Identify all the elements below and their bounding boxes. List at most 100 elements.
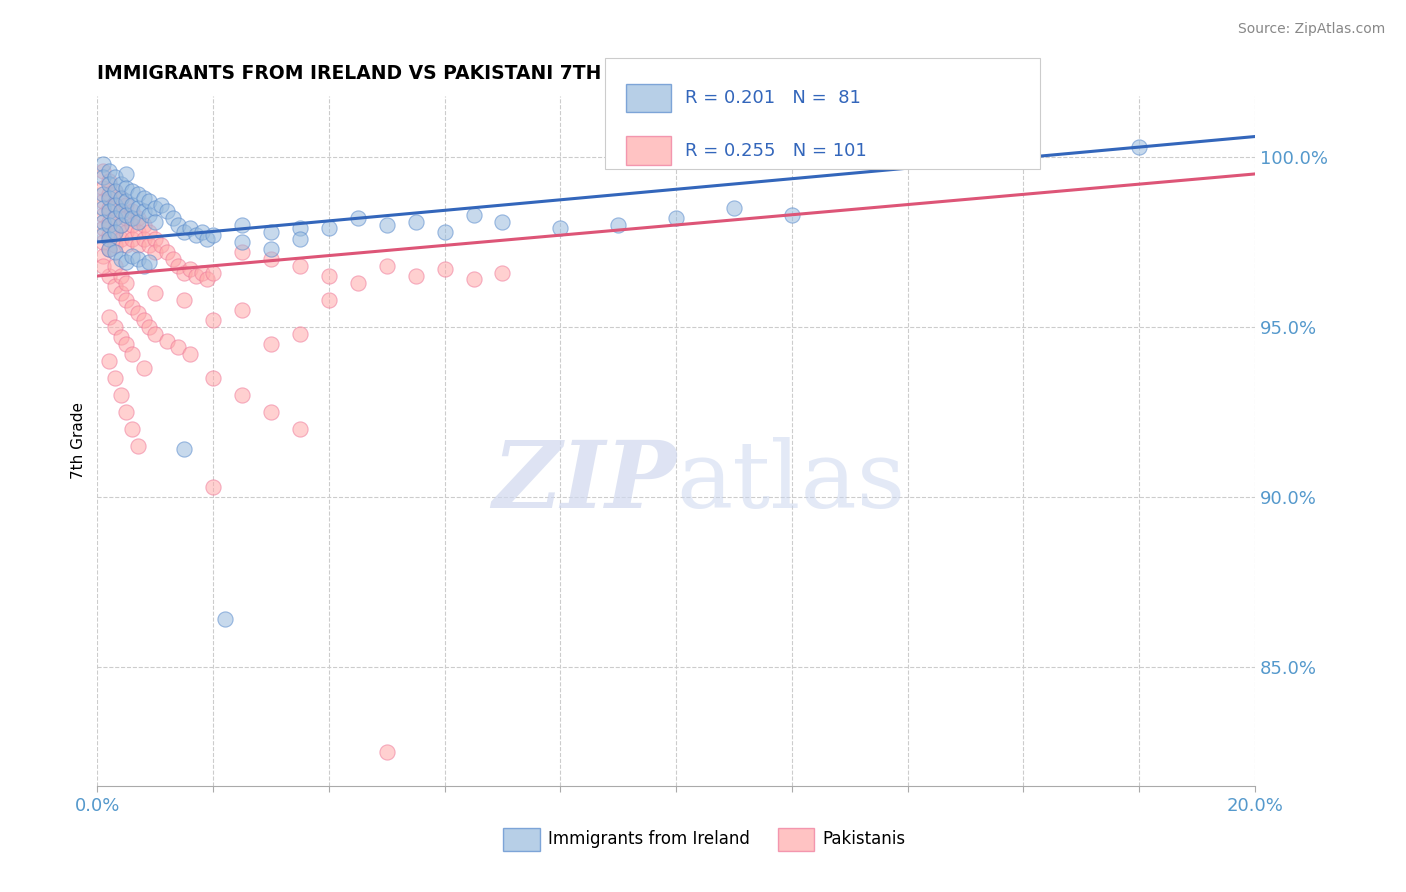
- Point: [231, 218, 253, 232]
- Point: [115, 225, 138, 239]
- Point: [190, 266, 212, 280]
- Point: [115, 293, 138, 307]
- FancyBboxPatch shape: [626, 84, 671, 112]
- Point: [173, 266, 195, 280]
- Point: [127, 187, 149, 202]
- Point: [91, 235, 114, 249]
- Point: [97, 268, 120, 283]
- Point: [97, 191, 120, 205]
- Point: [115, 208, 138, 222]
- Point: [97, 242, 120, 256]
- Point: [167, 340, 190, 354]
- Point: [110, 218, 132, 232]
- Point: [260, 242, 283, 256]
- Point: [318, 293, 340, 307]
- Point: [288, 231, 311, 245]
- Point: [231, 235, 253, 249]
- Point: [91, 259, 114, 273]
- Point: [91, 221, 114, 235]
- FancyBboxPatch shape: [605, 58, 1040, 169]
- Point: [138, 255, 160, 269]
- Point: [110, 268, 132, 283]
- Point: [491, 214, 513, 228]
- Point: [143, 231, 166, 245]
- Point: [127, 306, 149, 320]
- Point: [115, 238, 138, 252]
- Point: [138, 225, 160, 239]
- Point: [231, 388, 253, 402]
- Point: [97, 310, 120, 324]
- Point: [375, 745, 398, 759]
- Text: atlas: atlas: [676, 437, 905, 527]
- Point: [91, 228, 114, 243]
- Point: [184, 268, 207, 283]
- Point: [110, 204, 132, 219]
- Point: [127, 225, 149, 239]
- Point: [260, 337, 283, 351]
- Point: [127, 214, 149, 228]
- Point: [463, 272, 485, 286]
- Point: [110, 231, 132, 245]
- Point: [104, 225, 127, 239]
- Point: [104, 225, 127, 239]
- Point: [97, 214, 120, 228]
- Point: [91, 201, 114, 215]
- Point: [97, 163, 120, 178]
- Point: [202, 228, 225, 243]
- Point: [121, 231, 143, 245]
- Point: [91, 214, 114, 228]
- Point: [346, 211, 368, 226]
- Point: [110, 204, 132, 219]
- Point: [346, 276, 368, 290]
- Point: [91, 180, 114, 194]
- Point: [127, 439, 149, 453]
- Point: [115, 276, 138, 290]
- Text: R = 0.201   N =  81: R = 0.201 N = 81: [685, 89, 860, 107]
- Point: [91, 157, 114, 171]
- Point: [138, 208, 160, 222]
- Point: [195, 272, 218, 286]
- Point: [195, 231, 218, 245]
- Point: [433, 225, 456, 239]
- Point: [121, 211, 143, 226]
- Point: [127, 201, 149, 215]
- Point: [104, 211, 127, 226]
- Point: [260, 405, 283, 419]
- Point: [375, 218, 398, 232]
- Point: [143, 214, 166, 228]
- Point: [121, 184, 143, 198]
- Point: [288, 259, 311, 273]
- Point: [104, 238, 127, 252]
- Text: Source: ZipAtlas.com: Source: ZipAtlas.com: [1237, 22, 1385, 37]
- FancyBboxPatch shape: [778, 828, 814, 851]
- Point: [405, 268, 427, 283]
- Point: [491, 266, 513, 280]
- Point: [110, 191, 132, 205]
- Point: [288, 221, 311, 235]
- Point: [375, 259, 398, 273]
- Point: [607, 218, 630, 232]
- Point: [405, 214, 427, 228]
- Point: [104, 197, 127, 211]
- Point: [115, 211, 138, 226]
- Point: [179, 347, 201, 361]
- Point: [260, 225, 283, 239]
- Point: [231, 245, 253, 260]
- Point: [91, 163, 114, 178]
- Point: [665, 211, 688, 226]
- Point: [104, 245, 127, 260]
- Point: [104, 184, 127, 198]
- Point: [143, 201, 166, 215]
- Point: [179, 262, 201, 277]
- Point: [173, 225, 195, 239]
- Point: [115, 197, 138, 211]
- Point: [97, 242, 120, 256]
- FancyBboxPatch shape: [626, 136, 671, 165]
- Point: [91, 249, 114, 263]
- Point: [110, 218, 132, 232]
- Point: [132, 259, 155, 273]
- Point: [97, 228, 120, 243]
- Point: [318, 268, 340, 283]
- Point: [115, 194, 138, 209]
- Point: [202, 313, 225, 327]
